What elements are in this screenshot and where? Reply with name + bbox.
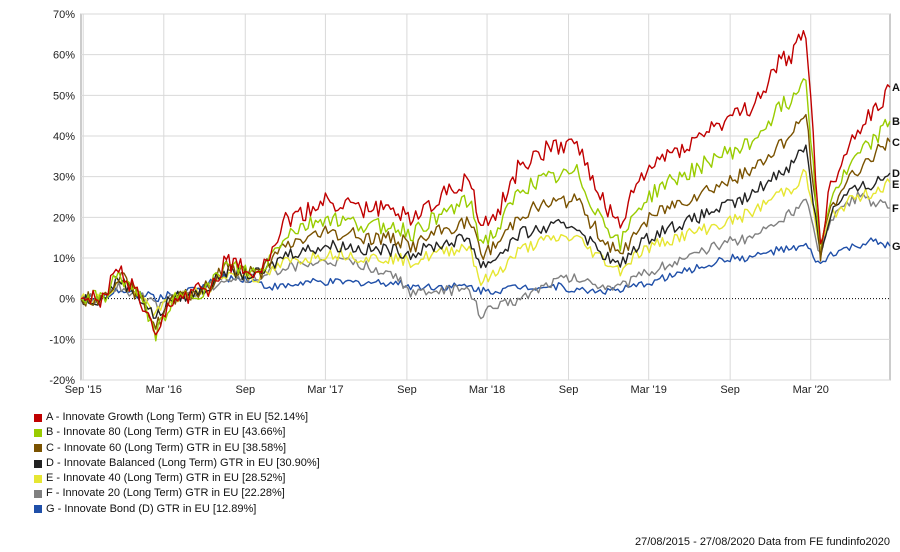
x-tick-label: Sep — [397, 384, 417, 395]
legend-label: C - Innovate 60 (Long Term) GTR in EU [3… — [46, 441, 287, 454]
series-end-labels: A BC DEF G — [892, 82, 900, 253]
legend-swatch — [34, 474, 42, 483]
legend-item: D - Innovate Balanced (Long Term) GTR in… — [34, 456, 320, 471]
series-end-label-a: A — [892, 82, 900, 94]
x-tick-label: Sep — [559, 384, 579, 395]
series-line-d — [80, 144, 891, 319]
x-tick-label: Mar '20 — [793, 384, 829, 395]
legend-label: D - Innovate Balanced (Long Term) GTR in… — [46, 456, 320, 469]
legend-label: A - Innovate Growth (Long Term) GTR in E… — [46, 411, 309, 423]
x-tick-label: Mar '16 — [146, 384, 182, 395]
series-line-f — [80, 191, 891, 320]
chart-series — [80, 30, 891, 342]
chart-footer: 27/08/2015 - 27/08/2020 Data from FE fun… — [634, 536, 890, 548]
chart-grid — [80, 13, 891, 381]
chart-legend: A - Innovate Growth (Long Term) GTR in E… — [34, 410, 320, 517]
series-end-label-b: B — [892, 116, 900, 128]
series-end-label-d: D — [892, 168, 900, 180]
series-end-label-e: E — [892, 179, 899, 191]
legend-swatch — [34, 413, 42, 422]
legend-label: F - Innovate 20 (Long Term) GTR in EU [2… — [46, 487, 285, 500]
legend-swatch — [34, 505, 42, 514]
legend-swatch — [34, 444, 42, 453]
y-tick-label: 0% — [59, 294, 75, 306]
y-tick-label: 70% — [53, 9, 75, 21]
x-tick-label: Mar '18 — [469, 384, 505, 395]
legend-item: A - Innovate Growth (Long Term) GTR in E… — [34, 410, 320, 425]
y-tick-label: 50% — [53, 90, 75, 102]
x-tick-label: Sep — [235, 384, 255, 395]
y-tick-label: -20% — [49, 375, 75, 387]
x-tick-label: Sep '15 — [65, 384, 102, 395]
legend-label: E - Innovate 40 (Long Term) GTR in EU [2… — [46, 472, 286, 485]
x-axis-ticks: Sep '15 Mar '16 Sep Mar '17 Sep Mar '18 Sep Mar… — [65, 384, 829, 395]
y-tick-label: 20% — [53, 212, 75, 224]
y-axis-ticks: 70% 60% 50% 40% 30% 20% 10% 0% -10% -20% — [49, 9, 75, 387]
series-end-label-f: F — [892, 203, 899, 215]
series-line-a — [80, 30, 891, 336]
legend-swatch — [34, 428, 42, 437]
legend-item: G - Innovate Bond (D) GTR in EU [12.89%] — [34, 502, 320, 517]
legend-item: C - Innovate 60 (Long Term) GTR in EU [3… — [34, 441, 320, 456]
plot-frame — [80, 13, 891, 381]
legend-item: F - Innovate 20 (Long Term) GTR in EU [2… — [34, 486, 320, 501]
series-end-label-c: C — [892, 137, 900, 149]
y-tick-label: -10% — [49, 334, 75, 346]
line-chart: 70% 60% 50% 40% 30% 20% 10% 0% -10% -20% Sep '15 M… — [49, 9, 900, 395]
y-tick-label: 10% — [53, 253, 75, 265]
legend-swatch — [34, 490, 42, 499]
legend-item: E - Innovate 40 (Long Term) GTR in EU [2… — [34, 471, 320, 486]
x-tick-label: Mar '17 — [307, 384, 343, 395]
legend-item: B - Innovate 80 (Long Term) GTR in EU [4… — [34, 425, 320, 440]
series-end-label-g: G — [892, 241, 900, 253]
legend-label: G - Innovate Bond (D) GTR in EU [12.89%] — [46, 502, 257, 515]
y-tick-label: 60% — [53, 50, 75, 62]
x-tick-label: Mar '19 — [631, 384, 667, 395]
x-tick-label: Sep — [720, 384, 740, 395]
legend-label: B - Innovate 80 (Long Term) GTR in EU [4… — [46, 426, 286, 439]
legend-swatch — [34, 459, 42, 468]
y-tick-label: 30% — [53, 172, 75, 184]
series-line-b — [80, 78, 891, 342]
series-line-c — [80, 113, 891, 330]
y-tick-label: 40% — [53, 131, 75, 143]
